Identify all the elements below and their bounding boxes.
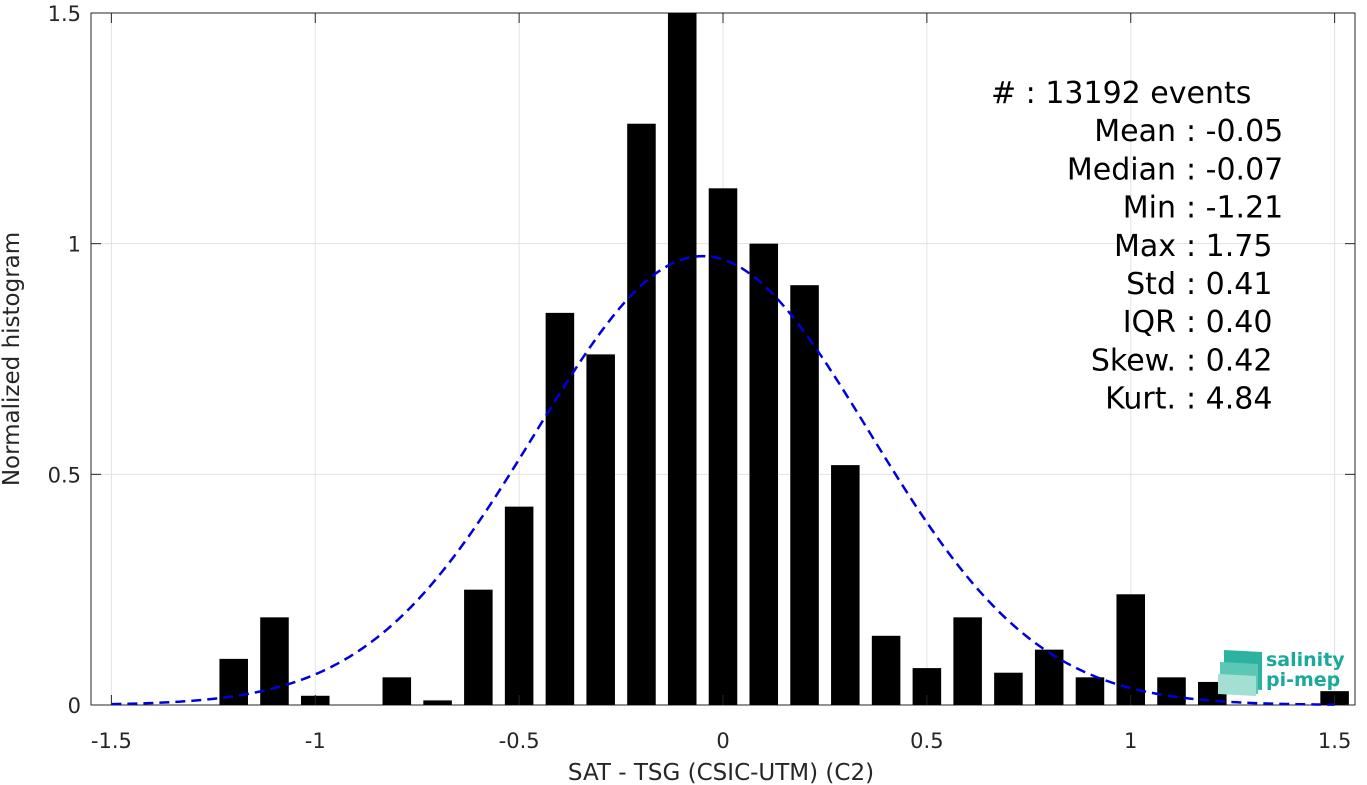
- histogram-bar: [260, 617, 289, 705]
- histogram-bar: [831, 465, 860, 705]
- histogram-bar: [545, 312, 575, 705]
- x-tick-label: 0: [716, 729, 729, 753]
- stat-line: # : 13192 events: [991, 76, 1251, 111]
- stat-value: : 4.84: [1186, 382, 1272, 417]
- x-tick-label: 1.5: [1318, 729, 1351, 753]
- histogram-bar: [1034, 649, 1064, 705]
- histogram-bar: [627, 123, 656, 706]
- histogram-bar: [382, 677, 412, 705]
- y-tick-label: 0: [68, 694, 81, 718]
- y-tick-label: 0.5: [48, 463, 81, 487]
- histogram-bar: [953, 617, 982, 705]
- y-tick-label: 1.5: [48, 2, 81, 26]
- stat-name: Std: [1126, 267, 1176, 302]
- stat-line: Median : -0.07: [1067, 152, 1283, 187]
- stat-name: Max: [1114, 229, 1176, 264]
- stat-value: : -1.21: [1186, 191, 1283, 226]
- histogram-bar: [749, 243, 779, 705]
- x-tick-label: -1: [305, 729, 326, 753]
- stat-name: Kurt.: [1105, 382, 1176, 417]
- stat-value: : -0.07: [1186, 152, 1283, 187]
- y-axis-label: Normalized histogram: [0, 232, 25, 486]
- stat-line: Mean : -0.05: [1094, 114, 1283, 149]
- stat-value: : 1.75: [1186, 229, 1272, 264]
- histogram-bar: [708, 188, 738, 706]
- histogram-bar: [994, 672, 1023, 705]
- x-tick-label: -1.5: [91, 729, 132, 753]
- stat-name: Skew.: [1091, 343, 1176, 378]
- x-tick-label: 1: [1124, 729, 1137, 753]
- histogram-bar: [586, 354, 615, 705]
- stat-name: IQR: [1123, 305, 1176, 340]
- stat-value: : 0.41: [1186, 267, 1272, 302]
- histogram-bar: [667, 13, 697, 705]
- logo-line2: pi-mep: [1266, 669, 1340, 691]
- stat-line: Std : 0.41: [1126, 267, 1272, 302]
- stat-line: Skew. : 0.42: [1091, 343, 1273, 378]
- histogram-bar: [504, 506, 534, 705]
- histogram-bar: [464, 589, 493, 705]
- stat-line: Max : 1.75: [1114, 229, 1272, 264]
- stat-value: : 0.40: [1186, 305, 1272, 340]
- y-tick-label: 1: [68, 233, 81, 257]
- histogram-bar: [1116, 594, 1146, 705]
- logo-line1: salinity: [1266, 649, 1345, 671]
- stat-value: : 0.42: [1186, 343, 1272, 378]
- stat-line: Kurt. : 4.84: [1105, 382, 1272, 417]
- y-tick-labels: 0 0.5 1 1.5: [48, 2, 81, 718]
- stat-value: : -0.05: [1186, 114, 1283, 149]
- salinity-pi-mep-logo: salinity pi-mep: [1218, 649, 1345, 696]
- logo-waves-icon: [1218, 650, 1262, 696]
- histogram-bar: [790, 285, 819, 705]
- x-axis-label: SAT - TSG (CSIC-UTM) (C2): [568, 760, 874, 785]
- stat-name: Min: [1123, 191, 1176, 226]
- stat-name: Mean: [1094, 114, 1176, 149]
- stat-name: Median: [1067, 152, 1176, 187]
- histogram-bar: [1075, 677, 1105, 705]
- x-tick-label: -0.5: [499, 729, 540, 753]
- stat-line: Min : -1.21: [1123, 191, 1284, 226]
- x-tick-labels: -1.5 -1 -0.5 0 0.5 1 1.5: [91, 729, 1351, 753]
- histogram-bars: [219, 13, 1349, 706]
- stat-line: IQR : 0.40: [1123, 305, 1273, 340]
- histogram-bar: [423, 700, 452, 705]
- histogram-bar: [871, 635, 901, 705]
- axis-ticks: [91, 12, 1355, 706]
- histogram-bar: [1157, 677, 1186, 705]
- x-tick-label: 0.5: [910, 729, 943, 753]
